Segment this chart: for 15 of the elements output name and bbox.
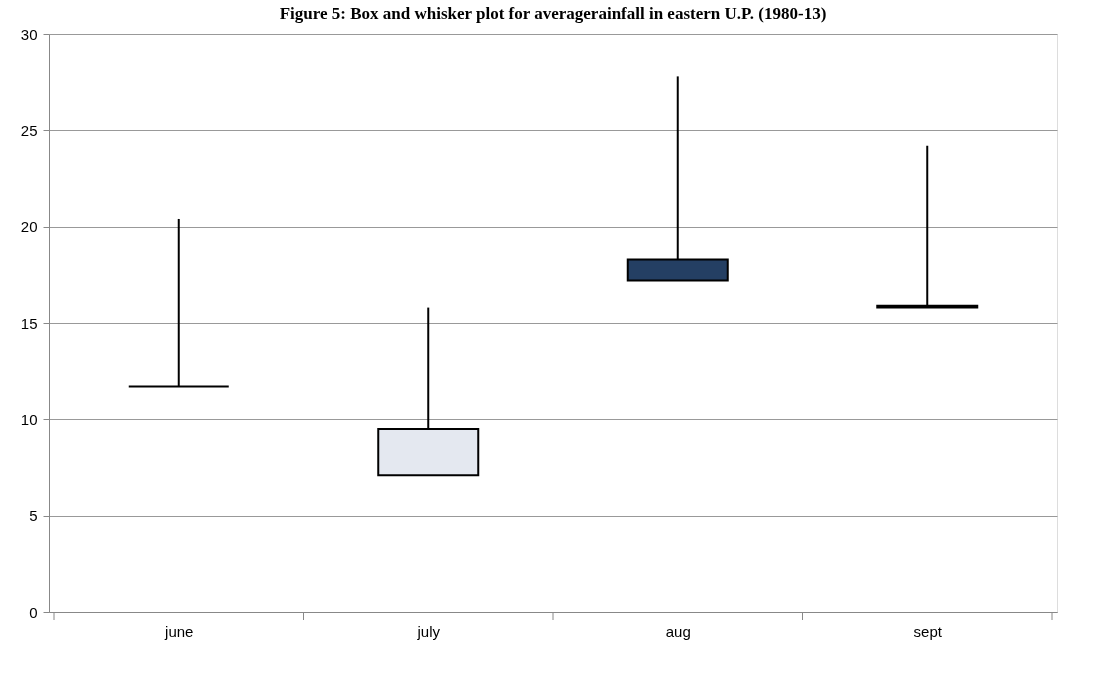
- chart-title: Figure 5: Box and whisker plot for averagerainfall in eastern U.P. (1980-13): [279, 4, 827, 23]
- x-tick-label: sept: [913, 622, 943, 640]
- x-tick-label: aug: [665, 622, 691, 640]
- y-tick-label: 5: [29, 507, 38, 525]
- y-tick-label: 15: [20, 314, 38, 332]
- y-tick-label: 25: [20, 121, 38, 139]
- candlestick: [626, 75, 729, 282]
- candlestick: [876, 144, 979, 309]
- candlestick: [127, 217, 230, 388]
- x-tick-label: june: [164, 622, 194, 640]
- y-tick-label: 10: [20, 410, 38, 428]
- y-tick-label: 30: [20, 25, 38, 43]
- y-tick-label: 20: [20, 218, 38, 236]
- y-tick-label: 0: [29, 603, 38, 621]
- x-tick-label: july: [416, 622, 441, 640]
